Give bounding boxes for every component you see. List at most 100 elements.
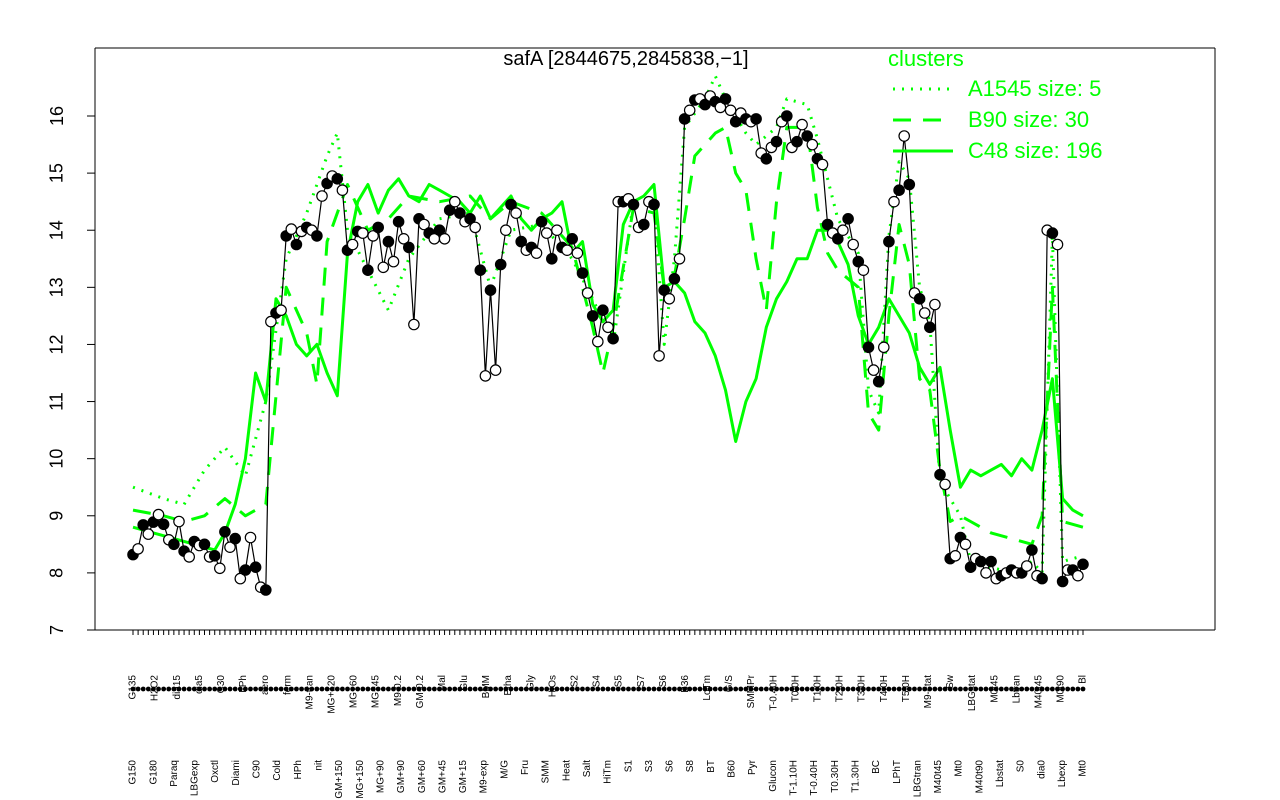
rug-marker — [396, 686, 401, 692]
data-point — [893, 184, 905, 196]
rug-marker — [666, 686, 672, 692]
data-point — [637, 218, 650, 231]
rug-marker — [661, 686, 667, 692]
rug-marker — [631, 686, 636, 692]
rug-marker — [559, 686, 565, 692]
x-tick-label-bottom: Diami — [231, 760, 242, 786]
data-point — [806, 138, 819, 151]
y-tick-label: 8 — [47, 568, 67, 578]
rug-marker — [196, 686, 202, 692]
rug-marker — [968, 686, 974, 692]
rug-marker — [886, 686, 892, 692]
x-tick-label-bottom: GM+15 — [458, 760, 469, 794]
x-tick-label-bottom: Mt0 — [1078, 760, 1089, 777]
rug-marker — [564, 686, 570, 692]
rug-marker — [304, 686, 310, 692]
data-point — [239, 564, 252, 576]
data-point — [842, 213, 854, 225]
rug-marker — [687, 686, 693, 692]
rug-marker — [268, 686, 274, 692]
rug-marker — [477, 686, 483, 692]
rug-marker — [380, 686, 386, 692]
data-point — [214, 562, 226, 575]
rug-marker — [340, 686, 345, 692]
data-point — [418, 218, 430, 231]
rug-marker — [646, 686, 652, 692]
x-tick-label-top: BMM — [481, 675, 492, 698]
x-tick-label-top: HiOs — [547, 675, 558, 697]
x-tick-label-top: Etha — [503, 675, 514, 696]
x-tick-label-bottom: Cold — [272, 760, 283, 781]
data-point — [346, 238, 359, 251]
series-line-dashed — [132, 125, 1084, 546]
rug-marker — [835, 686, 841, 692]
data-point — [668, 272, 681, 285]
x-tick-label-top: M40t45 — [1033, 675, 1044, 709]
rug-marker — [442, 686, 447, 692]
rug-marker — [431, 686, 437, 692]
rug-marker — [866, 686, 871, 692]
rug-marker — [748, 686, 754, 692]
data-point — [780, 110, 793, 122]
x-tick-label-top: LoTm — [702, 675, 713, 701]
rug-marker — [569, 686, 575, 692]
x-tick-label-top: Gly — [525, 675, 536, 690]
legend-entry: C48 size: 196 — [968, 138, 1103, 163]
rug-marker — [937, 686, 943, 692]
data-point — [1077, 558, 1089, 571]
rug-marker — [1060, 686, 1065, 692]
y-tick-label: 10 — [47, 449, 67, 469]
data-point — [479, 370, 492, 382]
axes: 78910111213141516G135H2O2dia15dia5C30LPh… — [47, 47, 1216, 799]
rug-marker — [891, 686, 897, 692]
data-point — [770, 135, 783, 148]
y-tick-label: 9 — [47, 511, 67, 521]
data-point — [382, 235, 395, 248]
x-tick-label-top: S4 — [592, 675, 603, 688]
rug-marker — [406, 686, 412, 692]
rug-marker — [166, 686, 172, 692]
rug-marker — [906, 686, 912, 692]
x-tick-label-bottom: Glucon — [768, 760, 779, 792]
data-point — [760, 153, 773, 165]
rug-marker — [610, 686, 616, 692]
x-tick-label-bottom: MG+90 — [375, 760, 386, 794]
data-point — [658, 284, 670, 296]
rug-marker — [391, 686, 396, 692]
rug-marker — [998, 686, 1004, 692]
data-point — [918, 307, 931, 319]
data-point — [724, 104, 737, 117]
x-tick-label-bottom: GM+45 — [437, 760, 448, 794]
x-tick-label-bottom: GM+90 — [396, 760, 407, 794]
x-tick-label-bottom: T0.30H — [830, 760, 841, 793]
rug-marker — [1080, 686, 1086, 692]
data-point — [653, 350, 665, 362]
data-point — [566, 233, 578, 245]
rug-marker — [600, 686, 606, 692]
rug-marker — [1049, 686, 1055, 692]
data-point — [673, 252, 686, 265]
rug-marker — [294, 686, 299, 692]
rug-marker — [927, 686, 933, 692]
x-tick-label-bottom: C90 — [252, 760, 263, 779]
x-tick-label-top: MG+60 — [349, 675, 360, 709]
x-tick-label-top: S6 — [658, 675, 669, 688]
data-point — [377, 261, 390, 274]
rug-marker — [365, 686, 371, 692]
rug-marker — [452, 686, 458, 692]
rug-marker — [498, 686, 504, 692]
data-point — [229, 532, 241, 545]
rug-marker — [186, 686, 192, 692]
rug-marker — [319, 686, 325, 692]
rug-marker — [574, 686, 580, 692]
x-tick-label-bottom: T1.30H — [850, 760, 861, 793]
data-point — [249, 561, 262, 573]
rug-marker — [1014, 686, 1020, 692]
data-point — [1026, 544, 1038, 556]
rug-marker — [411, 686, 417, 692]
rug-marker — [1075, 686, 1081, 692]
y-tick-label: 7 — [47, 625, 67, 635]
data-point — [898, 130, 910, 142]
x-tick-label-top: Glu — [459, 675, 470, 691]
data-point — [387, 255, 400, 268]
